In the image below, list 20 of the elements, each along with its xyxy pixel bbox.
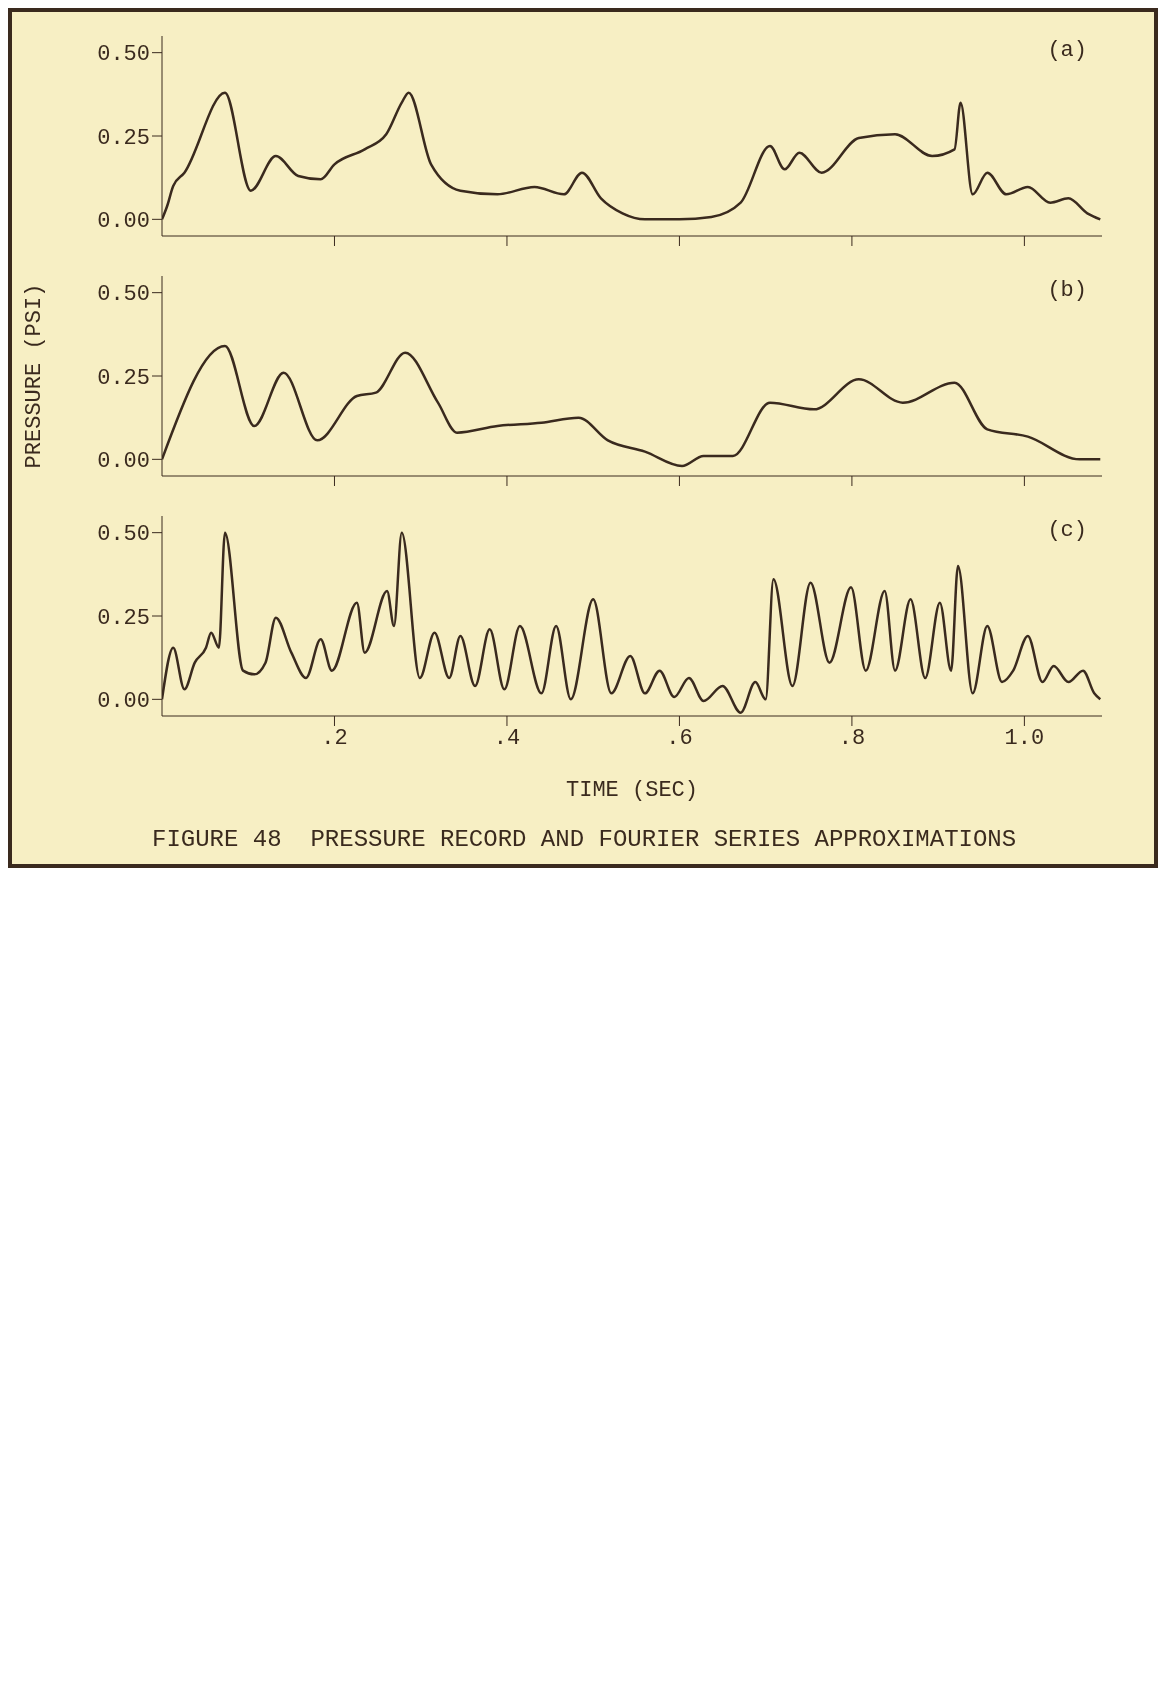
y-tick-label: 0.00: [97, 689, 150, 715]
x-tick-label: .2: [321, 725, 348, 751]
y-tick-label: 0.25: [97, 365, 150, 391]
y-tick-label: 0.50: [97, 42, 150, 68]
annotation: (a): [1047, 38, 1087, 63]
y-tick-label: 0.50: [97, 282, 150, 308]
annotation: (c): [1047, 518, 1087, 543]
x-tick-label: .4: [493, 725, 521, 751]
y-tick-label: 0.50: [97, 522, 150, 548]
y-axis-title: PRESSURE (PSI): [21, 283, 47, 469]
y-tick-label: 0.00: [97, 449, 150, 475]
x-axis-title: TIME (SEC): [565, 778, 699, 803]
y-tick-label: 0.25: [97, 605, 150, 631]
x-tick-label: 1.0: [1004, 725, 1045, 751]
caption: FIGURE 48 PRESSURE RECORD AND FOURIER SERIES APPROXIMATIONS: [152, 826, 1018, 853]
y-tick-label: 0.00: [97, 209, 150, 235]
x-tick-label: .8: [838, 725, 866, 751]
y-tick-label: 0.25: [97, 125, 150, 151]
x-tick-label: .6: [666, 725, 693, 751]
annotation: (b): [1047, 278, 1087, 303]
